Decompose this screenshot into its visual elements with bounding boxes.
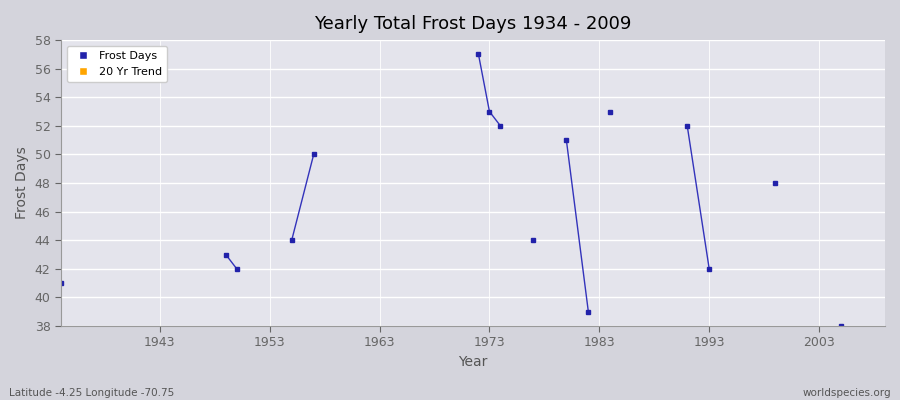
X-axis label: Year: Year — [458, 355, 488, 369]
Title: Yearly Total Frost Days 1934 - 2009: Yearly Total Frost Days 1934 - 2009 — [314, 15, 632, 33]
Legend: Frost Days, 20 Yr Trend: Frost Days, 20 Yr Trend — [67, 46, 167, 82]
Y-axis label: Frost Days: Frost Days — [15, 147, 29, 220]
Text: Latitude -4.25 Longitude -70.75: Latitude -4.25 Longitude -70.75 — [9, 388, 175, 398]
Text: worldspecies.org: worldspecies.org — [803, 388, 891, 398]
